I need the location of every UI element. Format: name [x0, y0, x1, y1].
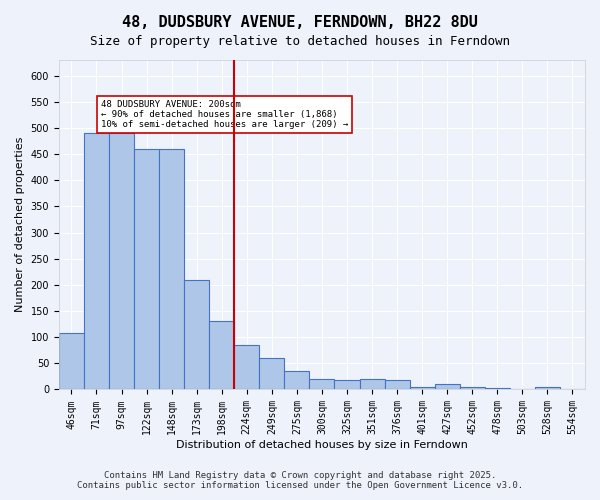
- Bar: [385, 380, 410, 390]
- Bar: [259, 358, 284, 390]
- Bar: [109, 133, 134, 390]
- Bar: [310, 379, 334, 390]
- Bar: [334, 380, 359, 390]
- X-axis label: Distribution of detached houses by size in Ferndown: Distribution of detached houses by size …: [176, 440, 468, 450]
- Bar: [460, 387, 485, 390]
- Bar: [209, 322, 234, 390]
- Bar: [84, 133, 109, 390]
- Bar: [159, 149, 184, 390]
- Bar: [234, 345, 259, 390]
- Bar: [410, 387, 434, 390]
- Bar: [184, 280, 209, 390]
- Bar: [134, 149, 159, 390]
- Text: 48 DUDSBURY AVENUE: 200sqm
← 90% of detached houses are smaller (1,868)
10% of s: 48 DUDSBURY AVENUE: 200sqm ← 90% of deta…: [101, 100, 348, 130]
- Text: Contains HM Land Registry data © Crown copyright and database right 2025.
Contai: Contains HM Land Registry data © Crown c…: [77, 470, 523, 490]
- Text: 48, DUDSBURY AVENUE, FERNDOWN, BH22 8DU: 48, DUDSBURY AVENUE, FERNDOWN, BH22 8DU: [122, 15, 478, 30]
- Bar: [485, 388, 510, 390]
- Text: Size of property relative to detached houses in Ferndown: Size of property relative to detached ho…: [90, 35, 510, 48]
- Bar: [535, 387, 560, 390]
- Y-axis label: Number of detached properties: Number of detached properties: [15, 137, 25, 312]
- Bar: [434, 384, 460, 390]
- Bar: [284, 371, 310, 390]
- Bar: [59, 333, 84, 390]
- Bar: [359, 379, 385, 390]
